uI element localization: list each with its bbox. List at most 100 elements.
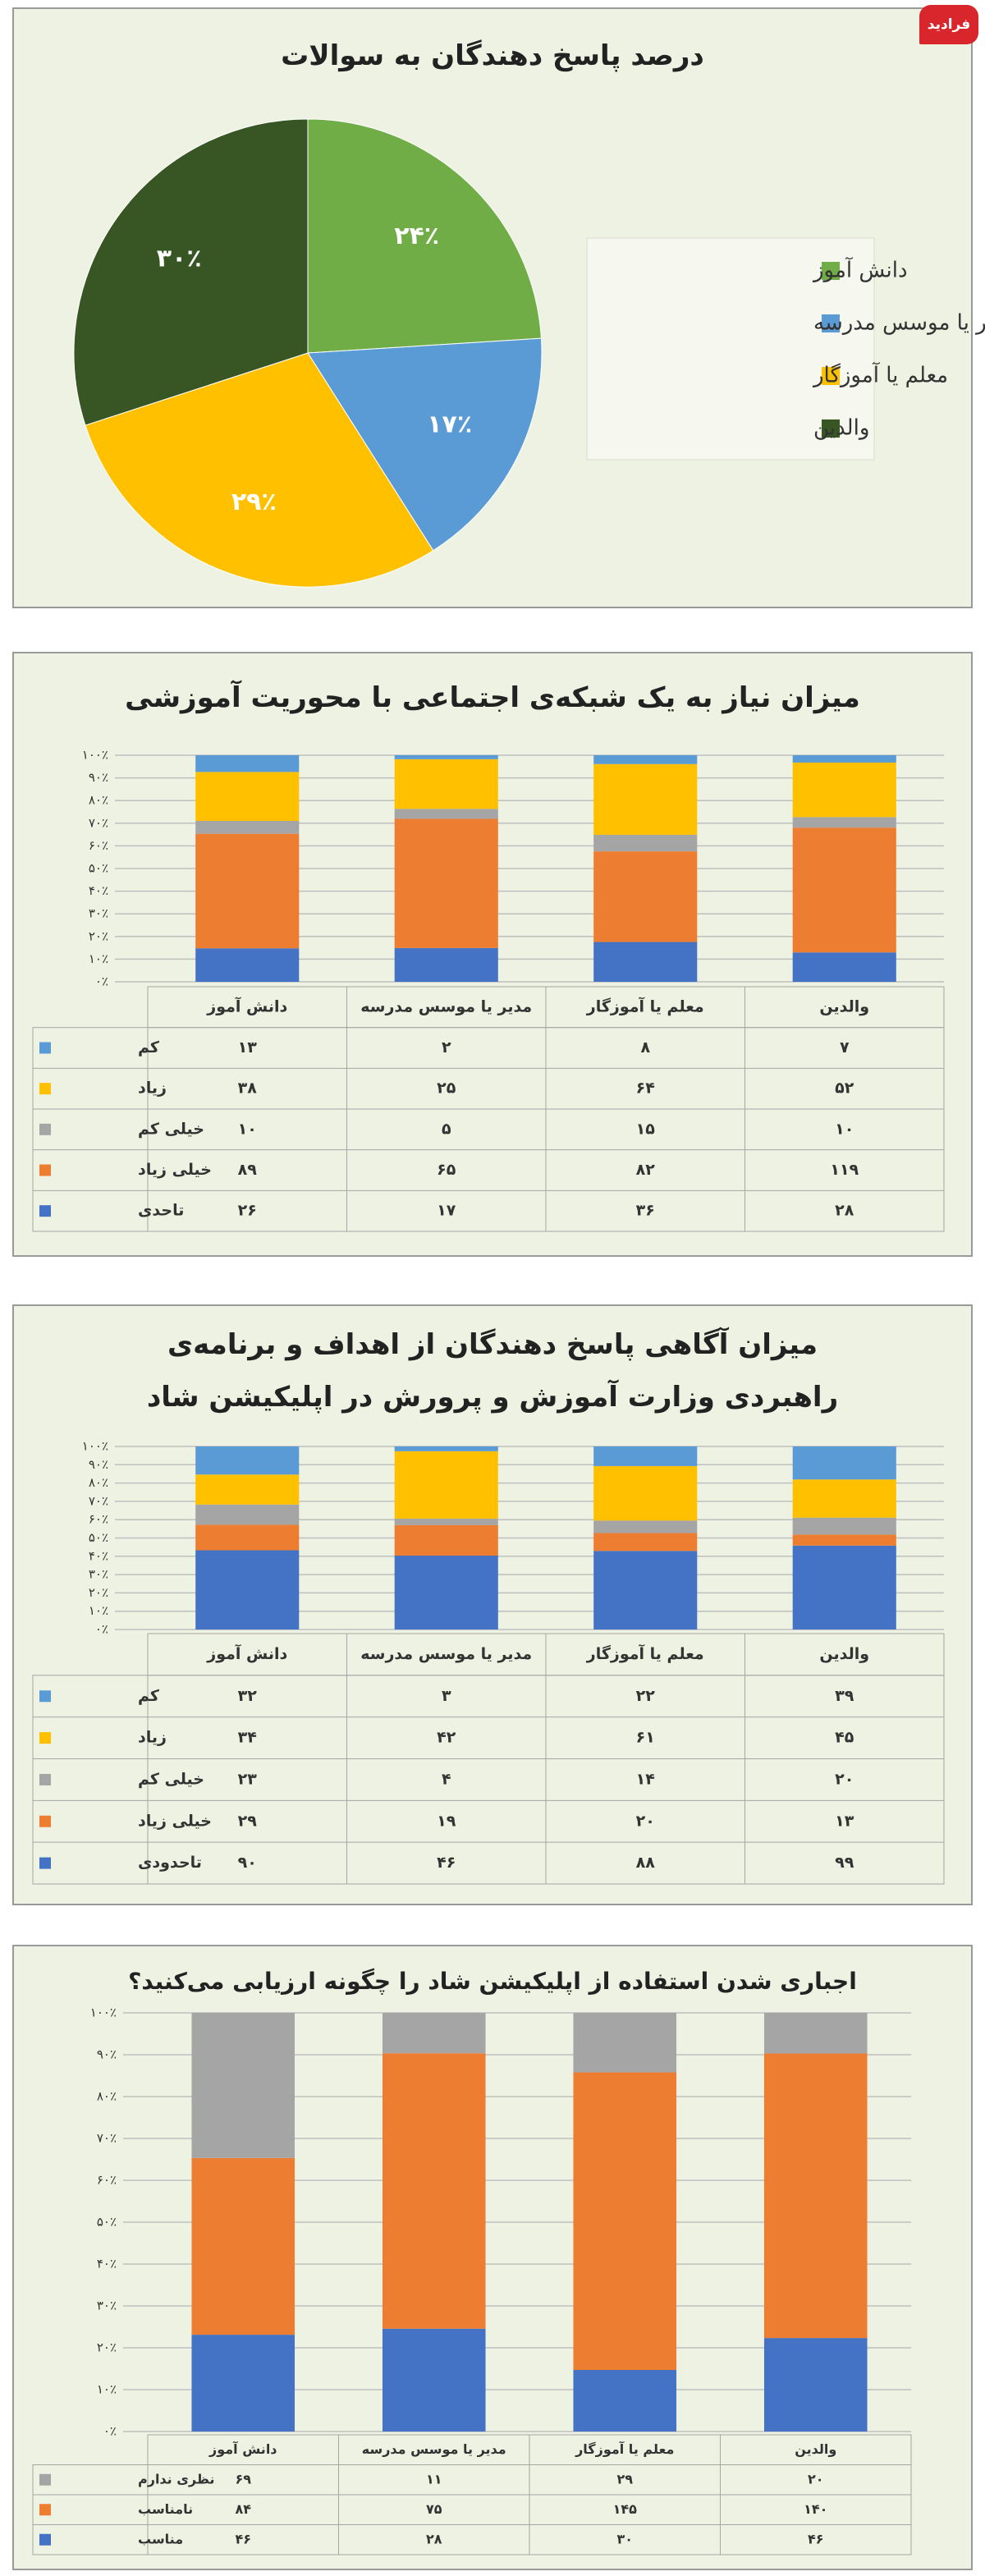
y-tick-label: ۸۰٪	[97, 2089, 117, 2104]
table-cell: ۲۶	[238, 1202, 257, 1220]
bar-segment	[573, 2370, 677, 2432]
x-tick-label: والدین	[819, 1645, 869, 1663]
x-tick-label: دانش آموز	[208, 2441, 277, 2457]
bar-segment	[573, 2072, 677, 2370]
legend-label: کم	[138, 1038, 160, 1057]
legend-swatch	[39, 1857, 51, 1869]
bar-segment	[593, 755, 698, 764]
bar-segment	[394, 1519, 498, 1525]
legend-swatch	[39, 1205, 51, 1217]
bar-segment	[191, 2335, 296, 2432]
table-cell: ۳۴	[238, 1729, 257, 1747]
table-cell: ۴۶	[808, 2531, 824, 2546]
legend-label: تاحدودی	[138, 1854, 202, 1872]
legend-swatch	[39, 1083, 51, 1095]
bar-segment	[394, 1446, 498, 1451]
table-cell: ۳۶	[636, 1202, 655, 1220]
pie-slice	[307, 337, 543, 552]
legend-label: معلم یا آموزگار	[812, 362, 948, 388]
bar-segment	[593, 834, 698, 852]
table-cell: ۴۶	[437, 1854, 456, 1872]
table-cell: ۴۶	[235, 2531, 251, 2546]
bar-segment	[792, 817, 896, 828]
y-tick-label: ۸۰٪	[89, 793, 108, 808]
bar-segment	[763, 2013, 868, 2054]
y-tick-label: ۴۰٪	[97, 2257, 117, 2271]
y-tick-label: ۲۰٪	[89, 928, 108, 943]
legend-swatch	[39, 1773, 51, 1785]
table-cell: ۷	[840, 1038, 850, 1057]
x-tick-label: مدیر یا موسس مدرسه	[360, 997, 532, 1015]
bar-segment	[792, 827, 896, 953]
y-tick-label: ۸۰٪	[89, 1475, 108, 1490]
bar-segment	[195, 1504, 300, 1525]
bar-segment	[195, 755, 300, 772]
logo: فرادید	[919, 5, 978, 44]
legend-swatch	[39, 1042, 51, 1054]
x-tick-label: والدین	[819, 997, 869, 1015]
y-tick-label: ۱۰٪	[97, 2382, 117, 2397]
legend-label: مناسب	[138, 2531, 183, 2546]
chart-title: میزان نیاز به یک شبکه‌ی اجتماعی با محوری…	[125, 681, 860, 714]
bar-segment	[195, 948, 300, 982]
table-cell: ۸	[640, 1038, 650, 1057]
bar-segment	[191, 2013, 296, 2158]
table-cell: ۲۰	[808, 2471, 824, 2487]
table-cell: ۶۵	[437, 1161, 456, 1179]
table-cell: ۱۷	[437, 1202, 456, 1220]
table-cell: ۲۲	[636, 1687, 656, 1705]
bar-segment	[792, 1534, 896, 1546]
x-tick-label: مدیر یا موسس مدرسه	[362, 2441, 506, 2457]
y-tick-label: ۷۰٪	[89, 815, 108, 830]
table-cell: ۳۲	[238, 1687, 258, 1705]
y-tick-label: ۵۰٪	[89, 861, 108, 876]
table-cell: ۹۹	[835, 1854, 854, 1872]
table-cell: ۲۵	[437, 1079, 456, 1098]
chart-title: اجباری شدن استفاده از اپلیکیشن شاد را چگ…	[128, 1968, 857, 1995]
bar-segment	[593, 942, 698, 982]
legend-swatch	[39, 2533, 51, 2546]
bar-segment	[763, 2338, 868, 2432]
y-tick-label: ۷۰٪	[89, 1493, 108, 1508]
table-cell: ۳۰	[616, 2531, 633, 2546]
y-tick-label: ۶۰٪	[89, 1512, 108, 1527]
bar-segment	[382, 2013, 486, 2054]
y-tick-label: ۹۰٪	[89, 770, 108, 785]
legend-swatch	[39, 2473, 51, 2486]
data-label: ۲۴٪	[394, 222, 439, 250]
table-cell: ۴	[442, 1770, 451, 1788]
y-tick-label: ۱۰٪	[89, 1603, 108, 1618]
legend-swatch	[39, 1815, 51, 1827]
bar-segment	[792, 1545, 896, 1629]
table-cell: ۱۱	[426, 2471, 442, 2487]
table-cell: ۵۲	[835, 1079, 854, 1098]
bar-segment	[195, 1550, 300, 1629]
table-cell: ۱۴۰	[804, 2501, 827, 2517]
legend-swatch	[39, 1164, 51, 1176]
bar-segment	[792, 762, 896, 818]
legend-label: نامناسب	[138, 2501, 193, 2517]
data-label: ۲۹٪	[231, 488, 277, 516]
x-tick-label: معلم یا آموزگار	[586, 1643, 704, 1663]
y-tick-label: ۴۰٪	[89, 883, 108, 898]
table-cell: ۲۹	[238, 1812, 258, 1830]
y-tick-label: ۶۰٪	[89, 838, 108, 853]
data-label: ۳۰٪	[157, 245, 202, 273]
bar-segment	[792, 755, 896, 763]
chart-title: درصد پاسخ دهندگان به سوالات	[281, 39, 704, 72]
y-tick-label: ۱۰۰٪	[90, 2005, 117, 2020]
table-cell: ۲۳	[238, 1770, 258, 1788]
y-tick-label: ۵۰٪	[97, 2215, 117, 2230]
table-cell: ۳۹	[835, 1687, 854, 1705]
y-tick-label: ۰٪	[95, 1622, 108, 1637]
legend-swatch	[822, 419, 840, 438]
legend-label: مدیر یا موسس مدرسه	[813, 311, 985, 336]
y-tick-label: ۷۰٪	[97, 2131, 117, 2146]
y-tick-label: ۳۰٪	[97, 2299, 117, 2313]
x-tick-label: دانش آموز	[206, 1643, 287, 1663]
bar-segment	[195, 772, 300, 821]
legend-swatch	[39, 2504, 51, 2516]
bar-segment	[394, 809, 498, 819]
legend-label: دانش آموز	[812, 257, 908, 283]
